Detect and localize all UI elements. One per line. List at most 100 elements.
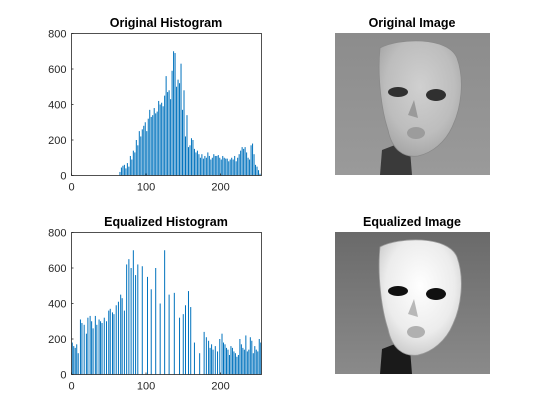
histogram-bar (155, 268, 157, 375)
histogram-bar (190, 307, 192, 375)
histogram-bar (258, 170, 260, 176)
original-histogram-panel: Original Histogram 0 100 200 0 200 400 600 800 (48, 16, 262, 194)
histogram-bar (76, 344, 78, 375)
equalized-histogram-bars (71, 250, 262, 375)
histogram-bar (196, 150, 198, 176)
histogram-bar (249, 159, 251, 176)
histogram-bar (91, 321, 93, 375)
histogram-bar (187, 147, 189, 176)
histogram-bar (210, 159, 212, 176)
histogram-bar (216, 155, 218, 176)
histogram-bar (229, 159, 231, 176)
histogram-bar (94, 315, 96, 375)
histogram-bar (79, 319, 81, 375)
histogram-bar (81, 323, 83, 375)
histogram-bar (193, 148, 195, 176)
histogram-bar (220, 159, 222, 176)
histogram-bar (205, 157, 207, 176)
histogram-bar (199, 157, 201, 176)
histogram-bar (119, 171, 121, 176)
histogram-bar (174, 53, 176, 176)
equalized-histogram-ticks: 0 100 200 0 200 400 600 800 (48, 228, 230, 393)
histogram-bar (224, 344, 226, 375)
histogram-bar (228, 354, 230, 375)
histogram-bar (71, 342, 73, 375)
histogram-bar (239, 339, 241, 375)
equalized-histogram-axes-box (71, 232, 262, 375)
histogram-bar (228, 161, 230, 176)
histogram-bar (246, 152, 248, 176)
histogram-bar (168, 90, 170, 176)
histogram-bar (152, 115, 154, 176)
histogram-bar (179, 317, 181, 375)
x-tick-label: 0 (68, 381, 74, 393)
histogram-bar (164, 250, 166, 375)
histogram-bar (237, 157, 239, 176)
histogram-bar (161, 102, 163, 176)
histogram-bar (131, 159, 133, 176)
histogram-bar (219, 157, 221, 176)
histogram-bar (221, 333, 223, 375)
histogram-bar (135, 275, 137, 375)
histogram-bar (192, 140, 194, 176)
histogram-bar (245, 335, 247, 375)
y-tick-label: 600 (48, 263, 66, 275)
histogram-bar (241, 147, 243, 176)
histogram-bar (180, 63, 182, 176)
histogram-bar (146, 131, 148, 176)
histogram-bar (209, 347, 211, 375)
histogram-bar (260, 342, 262, 375)
histogram-bar (165, 76, 167, 176)
histogram-bar (92, 328, 94, 375)
histogram-bar (232, 159, 234, 176)
histogram-bar (250, 145, 252, 176)
histogram-bar (170, 99, 172, 176)
y-tick-label: 200 (48, 334, 66, 346)
original-histogram-bars (119, 51, 261, 176)
histogram-bar (248, 349, 250, 375)
histogram-bar (235, 161, 237, 176)
histogram-bar (129, 155, 131, 176)
histogram-bar (238, 154, 240, 176)
histogram-bar (233, 351, 235, 375)
histogram-bar (121, 298, 123, 375)
histogram-bar (140, 136, 142, 176)
histogram-bar (230, 346, 232, 375)
histogram-bar (203, 331, 205, 375)
histogram-bar (87, 317, 89, 375)
equalized-image-title: Equalized Image (363, 215, 461, 229)
histogram-bar (234, 353, 236, 375)
histogram-bar (207, 152, 209, 176)
histogram-bar (255, 164, 257, 176)
histogram-bar (214, 346, 216, 375)
histogram-bar (89, 315, 91, 375)
histogram-bar (120, 167, 122, 176)
histogram-bar (149, 109, 151, 176)
histogram-bar (130, 268, 132, 375)
histogram-bar (189, 145, 191, 176)
histogram-bar (77, 353, 79, 375)
histogram-bar (153, 108, 155, 176)
histogram-bar (198, 154, 200, 176)
histogram-bar (126, 264, 128, 375)
histogram-bar (158, 100, 160, 176)
y-tick-label: 400 (48, 100, 66, 112)
x-tick-label: 100 (137, 381, 155, 393)
histogram-bar (171, 70, 173, 176)
histogram-bar (147, 276, 148, 375)
histogram-bar (226, 158, 228, 176)
histogram-bar (168, 294, 170, 375)
histogram-bar (193, 342, 195, 375)
histogram-bar (113, 314, 115, 375)
histogram-bar (98, 319, 100, 375)
histogram-bar (182, 314, 184, 375)
histogram-bar (150, 289, 152, 375)
histogram-bar (259, 173, 261, 176)
histogram-bar (73, 346, 75, 375)
histogram-bar (187, 291, 189, 375)
histogram-bar (251, 340, 253, 375)
histogram-bar (222, 155, 224, 176)
histogram-bar (242, 347, 244, 375)
histogram-bar (256, 166, 258, 176)
